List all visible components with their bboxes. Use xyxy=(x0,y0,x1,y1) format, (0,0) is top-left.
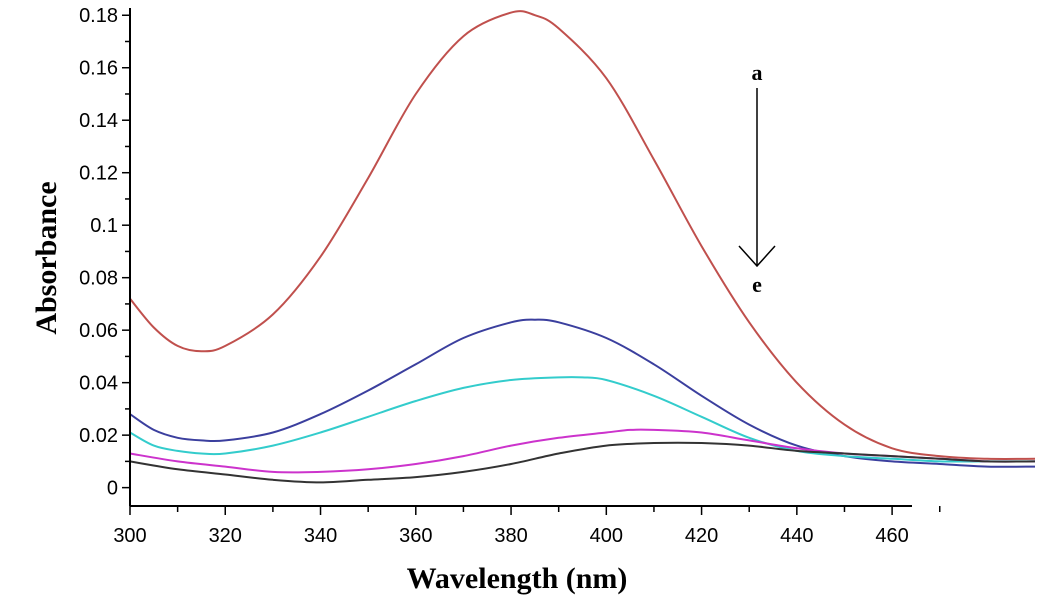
x-tick-label: 320 xyxy=(209,525,242,547)
y-tick-label: 0.06 xyxy=(79,320,118,342)
series-line-2 xyxy=(129,318,1036,468)
x-tick-label: 440 xyxy=(780,525,813,547)
y-tick-label: 0.12 xyxy=(79,163,118,185)
y-tick-label: 0.1 xyxy=(90,215,118,237)
x-tick-label: 400 xyxy=(590,525,623,547)
annotation-layer: ae xyxy=(738,60,776,297)
y-axis-title: Absorbance xyxy=(30,181,63,334)
series-line-3 xyxy=(129,376,1035,463)
x-tick-label: 340 xyxy=(304,525,337,547)
y-tick-label: 0.16 xyxy=(79,58,118,80)
x-tick-label: 300 xyxy=(113,525,146,547)
series-line-1 xyxy=(129,10,1036,460)
y-tick-label: 0.14 xyxy=(79,110,118,132)
annotation-arrow-head xyxy=(738,245,776,268)
axes-layer xyxy=(122,8,941,515)
x-tick-label: 460 xyxy=(875,525,908,547)
labels-layer: 300 320 340 360 380 400 420 440 460 0 0.02 0.04 0.06… xyxy=(30,5,909,595)
series-line-5 xyxy=(129,441,1036,484)
y-tick-label: 0.02 xyxy=(79,425,118,447)
arrow-end-label: e xyxy=(752,272,762,297)
x-axis-title: Wavelength (nm) xyxy=(407,562,628,595)
series-layer xyxy=(129,10,1036,484)
y-tick-label: 0 xyxy=(107,478,118,500)
x-tick-label: 420 xyxy=(685,525,718,547)
y-tick-label: 0.18 xyxy=(79,5,118,27)
y-tick-label: 0.04 xyxy=(79,373,118,395)
x-tick-label: 360 xyxy=(399,525,432,547)
y-tick-label: 0.08 xyxy=(79,268,118,290)
x-tick-label: 380 xyxy=(494,525,527,547)
arrow-start-label: a xyxy=(752,60,763,85)
